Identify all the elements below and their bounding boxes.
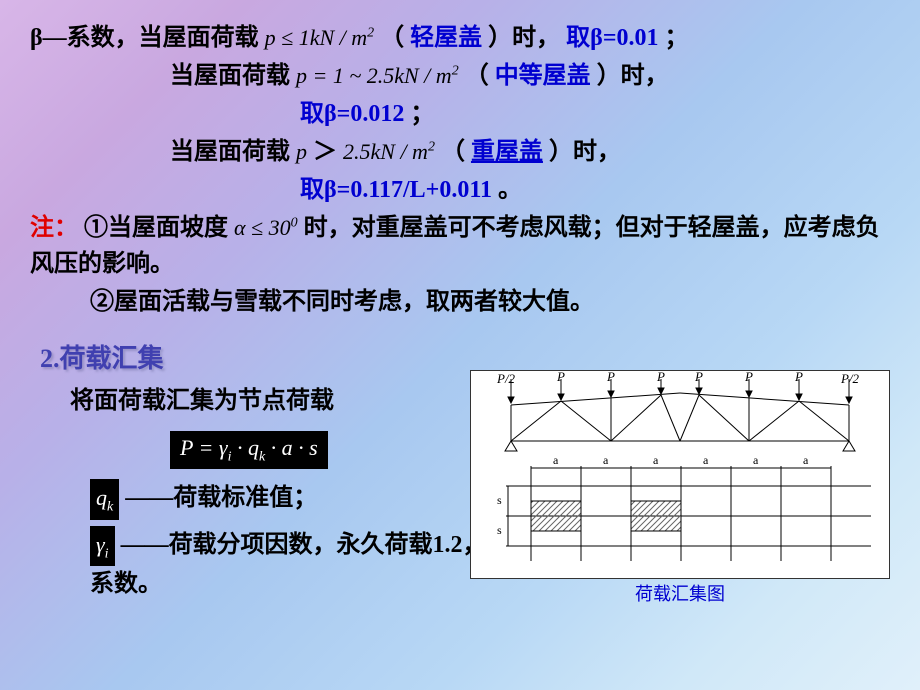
label-a: a <box>553 453 559 467</box>
text: ； <box>410 101 434 127</box>
label-s: s <box>497 523 502 537</box>
beta-line-1: β—系数，当屋面荷载 p ≤ 1kN / m2 （ 轻屋盖 ）时， 取β=0.0… <box>30 20 890 56</box>
text: （ <box>465 63 489 89</box>
label-p: P <box>794 371 803 384</box>
label-a: a <box>603 453 609 467</box>
beta-val-3: 取β=0.117/L+0.011 <box>300 177 492 203</box>
beta-line-5: 取β=0.117/L+0.011 。 <box>30 172 890 208</box>
section-2-desc: 将面荷载汇集为节点荷载 <box>30 383 530 419</box>
text: （ <box>441 139 465 165</box>
formula: p = 1 ~ 2.5kN / m2 <box>296 63 459 88</box>
truss-svg: P/2 P P P P P P P/2 <box>471 371 889 571</box>
formula: p ≤ 1kN / m2 <box>265 25 375 50</box>
label-p: P <box>694 371 703 384</box>
load-diagram: P/2 P P P P P P P/2 <box>470 370 890 579</box>
label-a: a <box>653 453 659 467</box>
note-line-2: ②屋面活载与雪载不同时考虑，取两者较大值。 <box>30 284 890 320</box>
var-qk: qk <box>90 479 119 519</box>
text: 当屋面荷载 <box>170 139 296 165</box>
text: 当屋面荷载 <box>170 63 296 89</box>
beta-val-1: 取β=0.01 <box>566 25 658 51</box>
beta-line-4: 当屋面荷载 p ＞ 2.5kN / m2 （ 重屋盖 ）时， <box>30 134 890 170</box>
var-gamma: γi <box>90 526 115 566</box>
beta-line-3: 取β=0.012 ； <box>30 96 890 132</box>
label-p: P <box>556 371 565 384</box>
note-label: 注： <box>30 215 78 241</box>
label-p: P <box>606 371 615 384</box>
text: ）时， <box>488 25 560 51</box>
beta-val-2: 取β=0.012 <box>300 101 404 127</box>
text: ②屋面活载与雪载不同时考虑，取两者较大值。 <box>90 289 594 315</box>
text: 。 <box>498 177 522 203</box>
label-p: P <box>744 371 753 384</box>
label-a: a <box>703 453 709 467</box>
note-block: 注： ①当屋面坡度 α ≤ 300 时，对重屋盖可不考虑风载；但对于轻屋盖，应考… <box>30 210 890 282</box>
label-a: a <box>803 453 809 467</box>
medium-roof: 中等屋盖 <box>495 63 591 89</box>
formula: 2.5kN / m2 <box>343 139 435 164</box>
text: ）时， <box>549 139 621 165</box>
text: ①当屋面坡度 <box>84 215 234 241</box>
text: ； <box>665 25 689 51</box>
heavy-roof: 重屋盖 <box>471 139 543 165</box>
light-roof: 轻屋盖 <box>410 25 482 51</box>
equation-row: P = γi · qk · a · s <box>30 427 530 473</box>
diagram-caption: 荷载汇集图 <box>470 580 890 606</box>
main-equation: P = γi · qk · a · s <box>170 431 328 469</box>
beta-line-2: 当屋面荷载 p = 1 ~ 2.5kN / m2 （ 中等屋盖 ）时， <box>30 58 890 94</box>
text: ）时， <box>597 63 669 89</box>
label-p: P <box>656 371 665 384</box>
text: ＞ <box>313 139 343 165</box>
label-s: s <box>497 493 502 507</box>
formula: α ≤ 300 <box>234 215 298 240</box>
label-a: a <box>753 453 759 467</box>
text: （ <box>380 25 404 51</box>
var-def-1: qk ——荷载标准值； <box>30 479 530 519</box>
text: β—系数，当屋面荷载 <box>30 25 265 51</box>
formula: p <box>296 139 307 164</box>
label-p-half: P/2 <box>840 371 860 386</box>
label-p-half: P/2 <box>496 371 516 386</box>
